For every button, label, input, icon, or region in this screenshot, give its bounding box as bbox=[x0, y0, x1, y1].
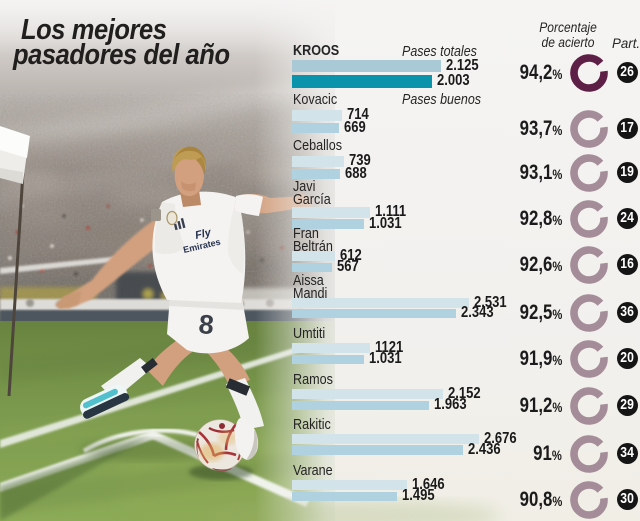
svg-text:8: 8 bbox=[197, 309, 215, 340]
svg-text:Fly: Fly bbox=[194, 226, 213, 241]
